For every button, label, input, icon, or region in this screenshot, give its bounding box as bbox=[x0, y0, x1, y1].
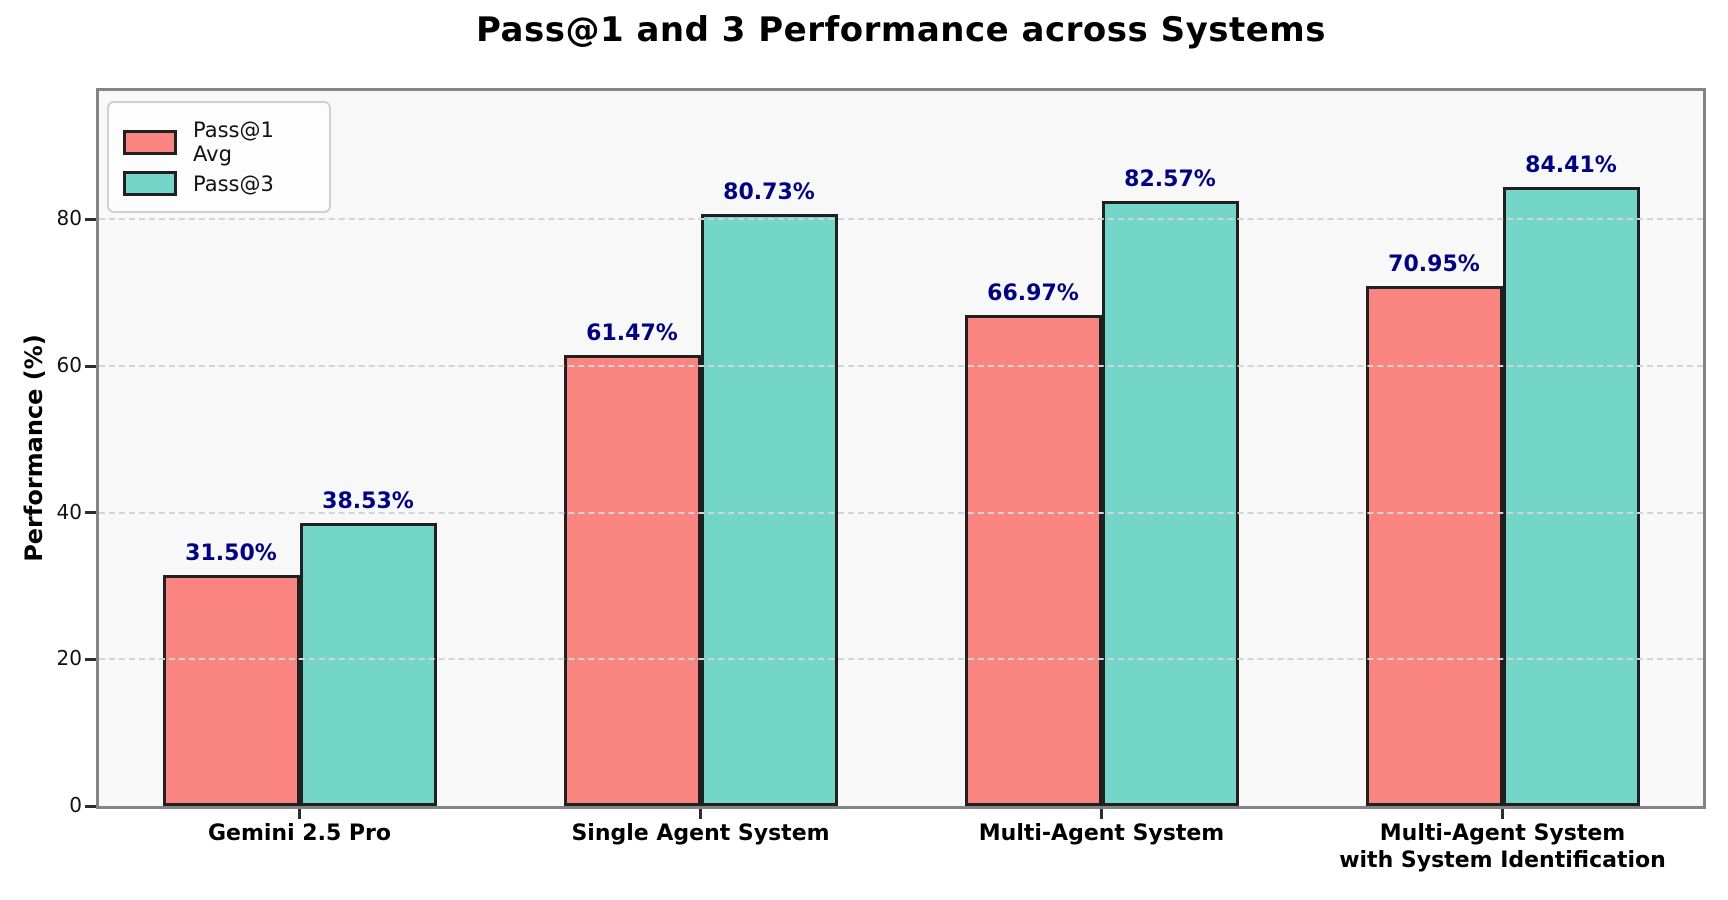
x-tick-mark bbox=[699, 809, 702, 819]
y-tick-mark bbox=[85, 804, 96, 808]
bar-pass-3-3 bbox=[1101, 200, 1239, 806]
bar-pass-1-avg-1 bbox=[162, 575, 300, 806]
x-tick-label-1: Gemini 2.5 Pro bbox=[207, 821, 392, 846]
value-label-pass-1-avg-1: 31.50% bbox=[185, 541, 277, 566]
x-tick-mark bbox=[1501, 809, 1504, 819]
value-label-pass-3-1: 38.53% bbox=[322, 489, 414, 515]
gridline bbox=[99, 511, 1703, 514]
y-tick-mark bbox=[85, 511, 96, 515]
y-tick-mark bbox=[85, 364, 96, 368]
chart-title: Pass@1 and 3 Performance across Systems bbox=[476, 10, 1326, 50]
x-tick-label-2: Single Agent System bbox=[571, 821, 830, 846]
y-tick-label: 80 bbox=[56, 206, 82, 231]
legend-item-pass1: Pass@1 Avg bbox=[123, 118, 315, 166]
bar-pass-1-avg-3 bbox=[964, 314, 1102, 806]
bar-pass-1-avg-2 bbox=[563, 355, 701, 806]
legend-swatch-pass3-icon bbox=[123, 171, 177, 196]
plot-area: 31.50% 61.47% 66.97% 70.95% 38.53% 80.73% 82.5… bbox=[96, 88, 1706, 809]
y-tick-label: 40 bbox=[56, 499, 82, 524]
bar-pass-3-4 bbox=[1502, 187, 1640, 806]
legend-label-pass3: Pass@3 bbox=[193, 171, 274, 196]
bar-pass-3-1 bbox=[299, 523, 437, 806]
x-tick-label-4: Multi-Agent System with System Identific… bbox=[1339, 821, 1666, 873]
y-tick-label: 20 bbox=[56, 646, 82, 671]
bar-pass-3-2 bbox=[700, 213, 838, 806]
y-tick-label: 0 bbox=[69, 793, 82, 817]
y-tick-mark bbox=[85, 217, 96, 221]
gridline bbox=[99, 218, 1703, 221]
y-tick-label: 60 bbox=[56, 353, 82, 377]
gridline bbox=[99, 658, 1703, 661]
value-label-pass-1-avg-3: 66.97% bbox=[987, 280, 1079, 306]
value-label-pass-3-3: 82.57% bbox=[1124, 166, 1216, 192]
legend-item-pass3: Pass@3 bbox=[123, 171, 315, 196]
y-tick-mark bbox=[85, 657, 96, 661]
bar-pass-1-avg-4 bbox=[1365, 285, 1503, 806]
x-tick-mark bbox=[298, 809, 301, 819]
x-tick-label-3: Multi-Agent System bbox=[978, 821, 1225, 846]
legend: Pass@1 Avg Pass@3 bbox=[107, 101, 331, 213]
legend-label-pass1: Pass@1 Avg bbox=[193, 118, 274, 166]
value-label-pass-3-2: 80.73% bbox=[723, 179, 815, 205]
value-label-pass-1-avg-2: 61.47% bbox=[586, 321, 678, 347]
value-label-pass-1-avg-4: 70.95% bbox=[1388, 251, 1480, 277]
value-label-pass-3-4: 84.41% bbox=[1525, 153, 1617, 178]
legend-swatch-pass1-icon bbox=[123, 129, 177, 155]
x-tick-mark bbox=[1100, 809, 1103, 819]
gridline bbox=[99, 365, 1703, 367]
